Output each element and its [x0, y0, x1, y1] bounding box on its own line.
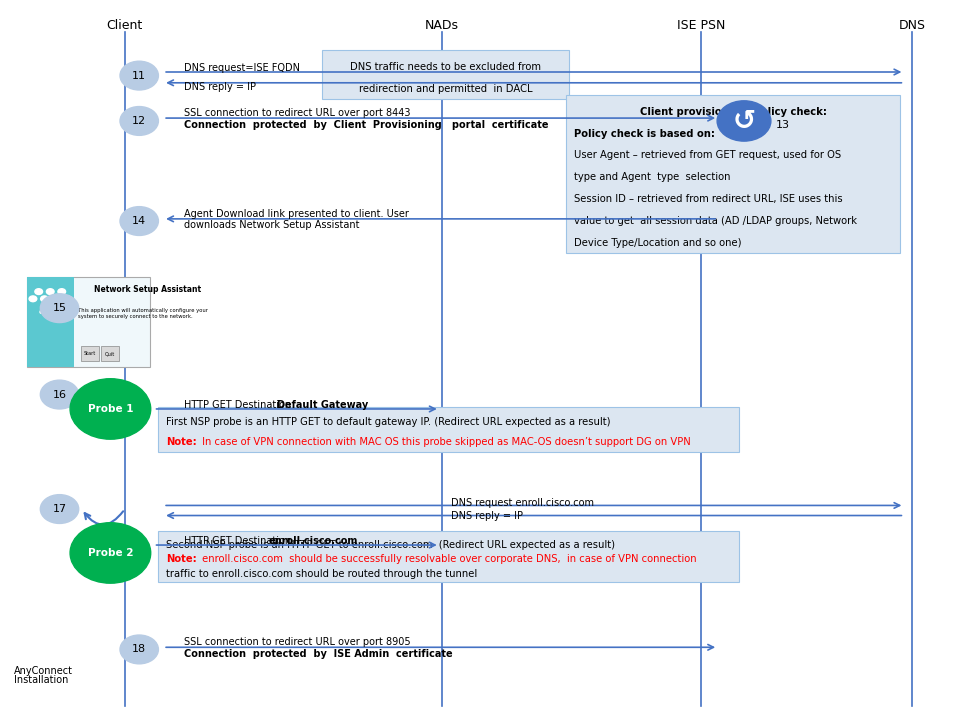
Text: 12: 12 — [132, 116, 146, 126]
Text: 17: 17 — [53, 504, 66, 514]
Text: DNS request=ISE FQDN: DNS request=ISE FQDN — [184, 63, 300, 73]
FancyBboxPatch shape — [158, 531, 739, 582]
Text: type and Agent  type  selection: type and Agent type selection — [574, 172, 731, 182]
Text: NADs: NADs — [424, 19, 459, 32]
Text: Network Setup Assistant: Network Setup Assistant — [94, 285, 202, 294]
Text: DNS request enroll.cisco.com: DNS request enroll.cisco.com — [451, 498, 594, 508]
Text: Note:: Note: — [166, 554, 197, 564]
Text: In case of VPN connection with MAC OS this probe skipped as MAC-OS doesn’t suppo: In case of VPN connection with MAC OS th… — [199, 437, 690, 447]
Text: Probe 1: Probe 1 — [87, 404, 133, 414]
Text: SSL connection to redirect URL over port 8905: SSL connection to redirect URL over port… — [184, 637, 411, 647]
Text: Connection  protected  by  Client  Provisioning   portal  certificate: Connection protected by Client Provision… — [184, 120, 549, 130]
Text: DNS reply = IP: DNS reply = IP — [451, 510, 523, 521]
Text: Note:: Note: — [166, 437, 197, 447]
Circle shape — [120, 61, 158, 90]
FancyBboxPatch shape — [566, 95, 900, 253]
Circle shape — [40, 294, 79, 323]
Circle shape — [29, 296, 36, 302]
Circle shape — [58, 289, 65, 294]
Text: enroll.cisco.com  should be successfully resolvable over corporate DNS,  in case: enroll.cisco.com should be successfully … — [199, 554, 696, 564]
Text: Installation: Installation — [14, 675, 69, 685]
Circle shape — [35, 289, 42, 294]
Text: ↺: ↺ — [732, 107, 756, 135]
FancyBboxPatch shape — [81, 346, 100, 361]
Text: Default Gateway: Default Gateway — [277, 400, 369, 410]
Text: enroll.cisco.com: enroll.cisco.com — [269, 536, 358, 546]
Text: 11: 11 — [132, 71, 146, 81]
Circle shape — [40, 380, 79, 409]
Text: value to get  all session data (AD /LDAP groups, Network: value to get all session data (AD /LDAP … — [574, 216, 857, 226]
Circle shape — [70, 379, 151, 439]
Text: Policy check is based on:: Policy check is based on: — [574, 128, 715, 138]
FancyBboxPatch shape — [158, 407, 739, 452]
Text: Probe 2: Probe 2 — [87, 548, 133, 558]
Text: traffic to enroll.cisco.com should be routed through the tunnel: traffic to enroll.cisco.com should be ro… — [166, 570, 477, 580]
Text: First NSP probe is an HTTP GET to default gateway IP. (Redirect URL expected as : First NSP probe is an HTTP GET to defaul… — [166, 418, 611, 428]
Text: downloads Network Setup Assistant: downloads Network Setup Assistant — [184, 220, 360, 230]
FancyBboxPatch shape — [27, 277, 74, 367]
Text: HTTP GET Destination: HTTP GET Destination — [184, 400, 295, 410]
Circle shape — [120, 635, 158, 664]
FancyBboxPatch shape — [27, 277, 150, 367]
Text: Connection  protected  by  ISE Admin  certificate: Connection protected by ISE Admin certif… — [184, 649, 453, 660]
Text: DNS: DNS — [899, 19, 925, 32]
FancyBboxPatch shape — [322, 50, 569, 99]
Text: This application will automatically configure your
system to securely connect to: This application will automatically conf… — [79, 308, 208, 319]
Text: Device Type/Location and so one): Device Type/Location and so one) — [574, 238, 741, 248]
Text: 16: 16 — [53, 390, 66, 400]
Text: 15: 15 — [53, 303, 66, 313]
Text: HTTP GET Destination: HTTP GET Destination — [184, 536, 292, 546]
Text: DNS reply = IP: DNS reply = IP — [184, 82, 256, 92]
Text: DNS traffic needs to be excluded from: DNS traffic needs to be excluded from — [350, 62, 540, 72]
Circle shape — [40, 296, 48, 302]
Circle shape — [52, 296, 60, 302]
Text: 13: 13 — [776, 120, 790, 130]
Text: Session ID – retrieved from redirect URL, ISE uses this: Session ID – retrieved from redirect URL… — [574, 194, 843, 204]
Text: redirection and permitted  in DACL: redirection and permitted in DACL — [359, 84, 532, 94]
Text: AnyConnect: AnyConnect — [14, 666, 73, 676]
Circle shape — [40, 495, 79, 523]
Text: ISE PSN: ISE PSN — [677, 19, 725, 32]
Text: cisco: cisco — [38, 307, 62, 316]
Text: Client: Client — [107, 19, 143, 32]
Circle shape — [46, 289, 54, 294]
Circle shape — [120, 207, 158, 235]
Circle shape — [717, 101, 771, 141]
Text: 14: 14 — [132, 216, 146, 226]
Text: Agent Download link presented to client. User: Agent Download link presented to client.… — [184, 209, 409, 219]
Text: User Agent – retrieved from GET request, used for OS: User Agent – retrieved from GET request,… — [574, 150, 841, 161]
Text: Start: Start — [84, 351, 96, 356]
Text: 18: 18 — [132, 644, 146, 654]
Text: SSL connection to redirect URL over port 8443: SSL connection to redirect URL over port… — [184, 108, 411, 118]
Circle shape — [63, 296, 71, 302]
Circle shape — [70, 523, 151, 583]
FancyBboxPatch shape — [101, 346, 119, 361]
Text: Client provisioning  policy check:: Client provisioning policy check: — [640, 107, 827, 117]
Circle shape — [120, 107, 158, 135]
Text: Quit: Quit — [105, 351, 115, 356]
Text: Second NSP probe is an HTTP GET to enroll.cisco.com  (Redirect URL expected as a: Second NSP probe is an HTTP GET to enrol… — [166, 539, 615, 549]
